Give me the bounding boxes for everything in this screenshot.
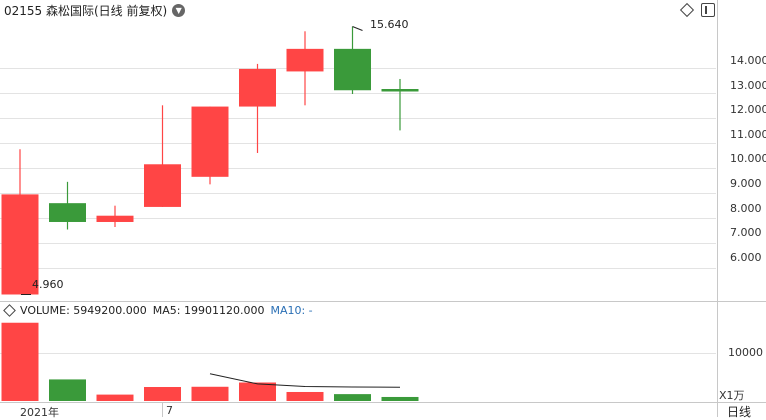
x-axis-label: 7 xyxy=(166,404,173,417)
panel-divider xyxy=(0,301,717,302)
chart-title-bar: 02155 森松国际(日线 前复权) ▼ xyxy=(0,0,186,20)
volume-bar xyxy=(191,386,229,401)
price-tick: 13.000 xyxy=(730,79,766,92)
low-price-label: 4.960 xyxy=(32,278,64,291)
volume-tick: 10000 xyxy=(728,346,763,359)
x-axis-line xyxy=(0,402,766,403)
candle-body xyxy=(239,68,276,107)
x-axis-label: 2021年 xyxy=(20,406,59,419)
tab-daily[interactable]: 日线 xyxy=(727,405,752,419)
high-price-label: 15.640 xyxy=(370,18,409,31)
price-tick: 12.000 xyxy=(730,103,766,116)
volume-bar xyxy=(286,391,324,401)
volume-ma-line xyxy=(209,373,401,388)
volume-bar xyxy=(1,322,39,401)
price-tick: 11.000 xyxy=(730,128,766,141)
stock-title: 02155 森松国际(日线 前复权) xyxy=(4,3,168,18)
price-tick: 7.000 xyxy=(730,226,762,239)
layout-icon[interactable] xyxy=(701,3,715,17)
candle-body xyxy=(144,164,181,207)
price-axis-panel xyxy=(717,0,766,417)
volume-bar xyxy=(49,379,86,401)
volume-bar xyxy=(381,396,419,401)
price-tick: 14.000 xyxy=(730,54,766,67)
price-tick: 8.000 xyxy=(730,202,762,215)
ma10-value: MA10: - xyxy=(270,303,313,317)
volume-bar xyxy=(96,394,134,401)
volume-legend: VOLUME: 5949200.000 MA5: 19901120.000 MA… xyxy=(3,302,319,318)
candle-body xyxy=(49,203,86,222)
candle-body xyxy=(191,106,229,177)
candle-body xyxy=(381,89,419,92)
ma5-value: MA5: 19901120.000 xyxy=(152,303,265,317)
volume-bar xyxy=(334,394,371,401)
chevron-down-icon[interactable]: ▼ xyxy=(172,3,186,17)
volume-bar xyxy=(144,387,181,401)
candle-body xyxy=(1,194,39,295)
price-tick: 10.000 xyxy=(730,152,766,165)
volume-indicator-icon[interactable] xyxy=(3,303,16,317)
price-tick: 6.000 xyxy=(730,251,762,264)
candle-body xyxy=(96,215,134,222)
axis-divider xyxy=(717,301,766,302)
high-pointer xyxy=(352,26,363,31)
candle-body xyxy=(334,48,371,91)
volume-value: VOLUME: 5949200.000 xyxy=(20,303,147,317)
volume-bar xyxy=(239,382,276,401)
candle-body xyxy=(286,48,324,72)
price-tick: 9.000 xyxy=(730,177,762,190)
volume-unit: X1万 xyxy=(719,389,745,402)
